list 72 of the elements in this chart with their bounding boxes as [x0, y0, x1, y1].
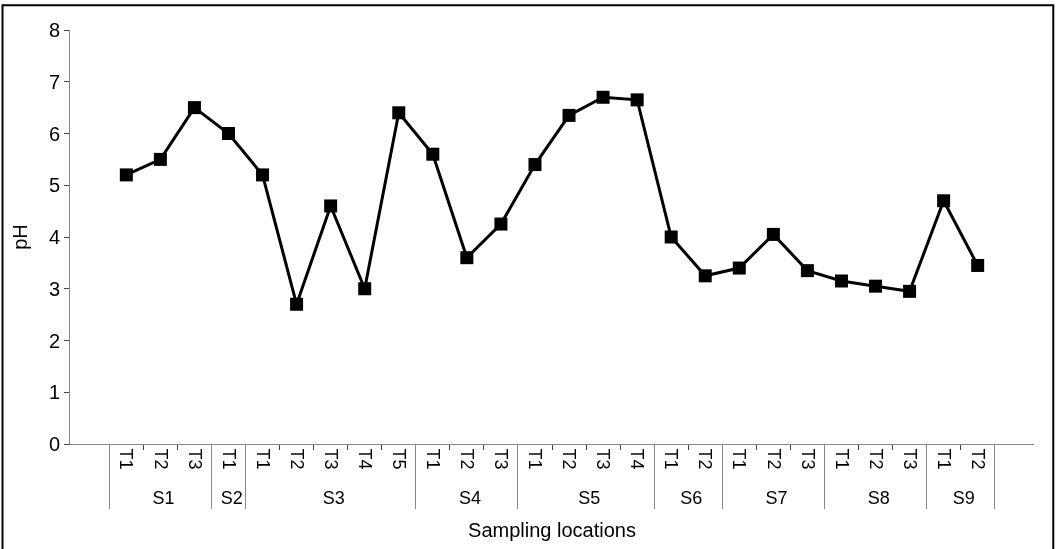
category-label: T3	[320, 448, 341, 470]
category-label: S8	[867, 488, 890, 509]
point	[324, 199, 338, 213]
category-label: T3	[899, 448, 920, 470]
category-label: T5	[388, 448, 409, 470]
y-tick-label: 8	[48, 19, 60, 41]
y-tick-label: 7	[48, 70, 60, 93]
category-label: S6	[680, 488, 703, 509]
category-label: T2	[865, 448, 886, 470]
point	[562, 108, 576, 122]
category-label: S9	[952, 488, 975, 509]
category-label: T1	[661, 448, 682, 470]
point	[290, 297, 304, 311]
y-tick-label: 1	[48, 381, 60, 404]
point	[869, 279, 883, 293]
x-axis-title: Sampling locations	[468, 518, 636, 541]
point	[256, 168, 270, 182]
point	[630, 93, 644, 107]
point	[119, 168, 133, 182]
category-label: T2	[286, 448, 307, 470]
point	[528, 158, 542, 172]
point	[800, 264, 814, 278]
point	[834, 274, 848, 288]
category-label: T4	[627, 448, 648, 470]
y-tick-label: 2	[48, 329, 60, 352]
point	[358, 282, 372, 296]
point	[903, 284, 917, 298]
y-tick-label: 3	[48, 277, 60, 300]
category-label: T1	[729, 448, 750, 470]
category-label: T3	[491, 448, 512, 470]
y-tick-label: 4	[48, 226, 60, 248]
category-label: T1	[525, 448, 546, 470]
category-label: T1	[218, 448, 239, 470]
category-label: S5	[578, 488, 601, 509]
point	[937, 194, 951, 208]
point	[494, 217, 508, 231]
point	[426, 147, 440, 161]
category-label: T4	[354, 448, 375, 470]
y-tick-label: 5	[48, 174, 60, 197]
category-label: T2	[559, 448, 580, 470]
category-label: T2	[695, 448, 716, 470]
point	[392, 106, 406, 120]
category-label: T2	[150, 448, 171, 470]
point	[153, 152, 167, 166]
point	[732, 261, 746, 275]
category-label: S3	[322, 488, 345, 509]
y-axis-title: pH	[9, 224, 32, 250]
category-label: T2	[967, 448, 988, 470]
y-tick-label: 0	[48, 433, 60, 455]
category-label: T2	[457, 448, 478, 470]
category-label: T3	[593, 448, 614, 470]
category-label: T3	[797, 448, 818, 470]
point	[221, 127, 235, 140]
category-label: T1	[422, 448, 443, 470]
point	[664, 230, 678, 244]
point	[766, 227, 780, 241]
category-label: T3	[184, 448, 205, 470]
category-label: T1	[252, 448, 273, 470]
category-label: S2	[220, 488, 243, 509]
category-label: S4	[458, 488, 482, 509]
category-label: T1	[933, 448, 954, 470]
category-label: S7	[765, 488, 788, 509]
point	[971, 258, 985, 272]
point	[460, 251, 474, 265]
point	[596, 90, 610, 104]
y-tick-label: 6	[48, 122, 60, 145]
category-label: T2	[763, 448, 784, 470]
point	[187, 101, 201, 115]
point	[698, 269, 712, 283]
category-label: T1	[831, 448, 852, 470]
category-label: T1	[116, 448, 137, 470]
category-label: S1	[152, 488, 175, 509]
